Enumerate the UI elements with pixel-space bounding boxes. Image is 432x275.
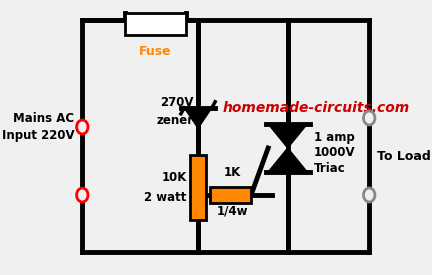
Text: 1000V: 1000V — [314, 147, 356, 160]
Text: Triac: Triac — [314, 161, 346, 175]
Text: 1K: 1K — [224, 166, 241, 179]
Text: Mains AC: Mains AC — [13, 112, 74, 125]
Bar — [125, 13, 186, 35]
Circle shape — [76, 188, 88, 202]
Text: Input 220V: Input 220V — [2, 128, 74, 142]
Text: To Load: To Load — [378, 150, 431, 163]
Text: 1 amp: 1 amp — [314, 131, 355, 144]
Text: Fuse: Fuse — [139, 45, 172, 58]
Circle shape — [76, 120, 88, 134]
Polygon shape — [268, 148, 307, 172]
Polygon shape — [268, 124, 307, 148]
Polygon shape — [184, 108, 212, 128]
Circle shape — [363, 111, 375, 125]
Bar — [190, 155, 206, 220]
Text: homemade-circuits.com: homemade-circuits.com — [222, 101, 410, 115]
Bar — [210, 187, 251, 203]
Circle shape — [363, 188, 375, 202]
Text: 2 watt: 2 watt — [144, 191, 187, 204]
Text: 10K: 10K — [161, 171, 187, 184]
Text: zener: zener — [157, 114, 194, 126]
Text: 270V: 270V — [160, 97, 194, 109]
Text: 1/4w: 1/4w — [216, 205, 248, 218]
